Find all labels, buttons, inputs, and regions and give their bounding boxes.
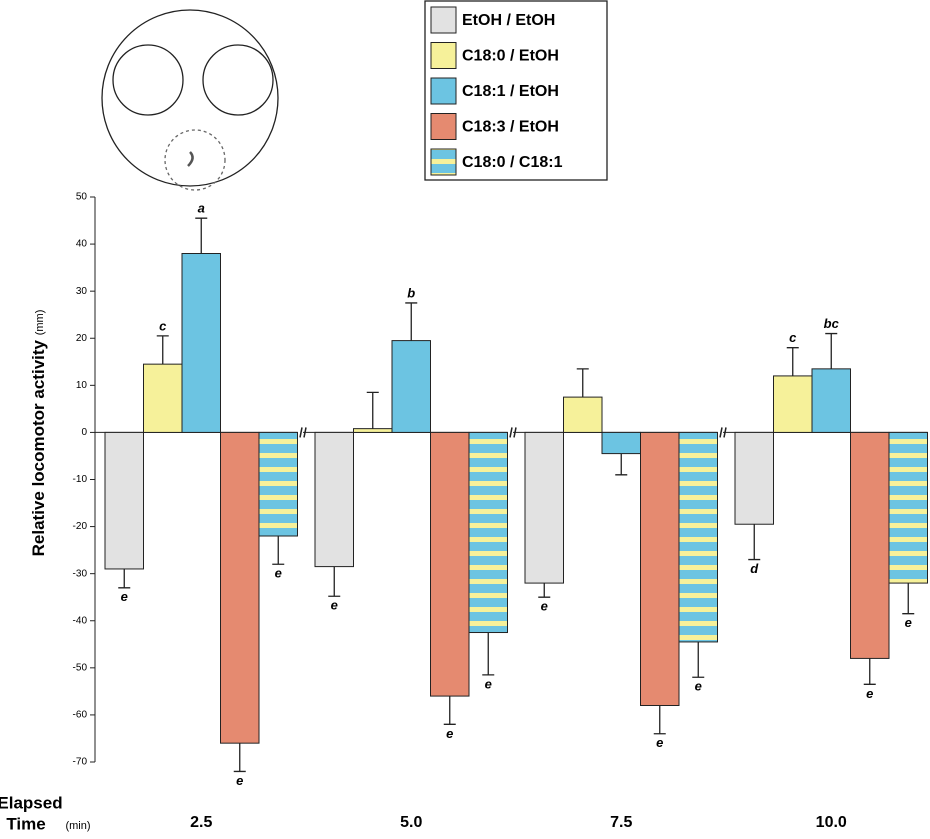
- legend-swatch: [430, 77, 457, 105]
- error-bar: [118, 568, 131, 589]
- arena-diagram: [101, 9, 279, 191]
- significance-label: e: [275, 566, 282, 581]
- bar: [850, 431, 890, 659]
- y-tick-label: -40: [73, 615, 88, 626]
- y-tick-label: 10: [76, 380, 88, 391]
- bar: [640, 431, 680, 706]
- significance-label: e: [331, 598, 338, 613]
- significance-label: bc: [824, 316, 840, 331]
- y-tick-label: -20: [73, 521, 88, 532]
- x-axis-label: Elapsed: [0, 793, 63, 812]
- legend-label: C18:0 / C18:1: [462, 154, 563, 171]
- bar: [430, 431, 470, 697]
- bar: [353, 428, 393, 433]
- error-bar: [902, 583, 915, 615]
- significance-label: e: [866, 686, 873, 701]
- axis-break: [513, 427, 517, 438]
- y-axis-unit: (mm): [34, 310, 46, 336]
- significance-label: e: [695, 679, 702, 694]
- error-bar: [195, 217, 208, 254]
- significance-label: e: [905, 615, 912, 630]
- bar: [468, 431, 508, 634]
- y-tick-label: -10: [73, 474, 88, 485]
- bar: [734, 431, 774, 525]
- legend-swatch: [430, 148, 457, 176]
- y-tick-label: -30: [73, 568, 88, 579]
- x-tick-label: 2.5: [190, 814, 212, 831]
- bar: [888, 431, 928, 584]
- bar: [104, 431, 144, 570]
- error-bar: [825, 332, 838, 369]
- x-tick-label: 7.5: [610, 814, 632, 831]
- bar: [258, 431, 298, 537]
- error-bar: [405, 302, 418, 341]
- bar: [601, 431, 641, 455]
- error-bar: [692, 641, 705, 678]
- x-tick-label: 10.0: [816, 814, 847, 831]
- significance-label: b: [407, 285, 415, 300]
- axis-break: [509, 427, 513, 438]
- y-axis-label: Relative locomotor activity: [29, 339, 48, 556]
- error-bar: [443, 696, 456, 725]
- bar: [773, 375, 813, 433]
- significance-label: e: [656, 735, 663, 750]
- error-bar: [328, 566, 341, 597]
- axis-break: [719, 427, 723, 438]
- y-tick-label: 40: [76, 239, 88, 250]
- bar: [524, 431, 564, 584]
- bar: [143, 363, 183, 433]
- error-bar: [272, 536, 285, 565]
- bar: [314, 431, 354, 568]
- legend-swatch: [430, 113, 457, 140]
- y-tick-label: 30: [76, 286, 88, 297]
- significance-label: e: [121, 589, 128, 604]
- bar: [811, 368, 851, 433]
- error-bar: [576, 368, 589, 398]
- x-axis-unit: (min): [65, 820, 90, 832]
- y-tick-label: 20: [76, 333, 88, 344]
- bar: [563, 396, 603, 433]
- bar: [220, 431, 260, 744]
- significance-label: e: [236, 773, 243, 788]
- x-axis-label: Time: [6, 814, 45, 833]
- axis-break: [299, 427, 303, 438]
- axis-break: [303, 427, 307, 438]
- bar: [181, 253, 221, 433]
- bar: [391, 340, 431, 433]
- y-tick-label: -60: [73, 710, 88, 721]
- error-bar: [233, 743, 246, 773]
- legend-swatch: [430, 6, 457, 34]
- y-tick-label: -70: [73, 757, 88, 768]
- y-tick-label: -50: [73, 662, 88, 673]
- error-bar: [482, 632, 495, 676]
- error-bar: [538, 583, 551, 598]
- x-tick-label: 5.0: [400, 814, 422, 831]
- significance-label: e: [485, 676, 492, 691]
- significance-label: a: [198, 201, 205, 216]
- error-bar: [653, 705, 666, 735]
- error-bar: [863, 658, 876, 685]
- legend-label: C18:1 / EtOH: [462, 83, 559, 100]
- axis-break: [723, 427, 727, 438]
- y-tick-label: 0: [81, 427, 87, 438]
- y-axis-title: Relative locomotor activity (mm): [29, 310, 48, 557]
- error-bar: [748, 524, 761, 561]
- significance-label: e: [541, 599, 548, 614]
- significance-label: e: [446, 726, 453, 741]
- legend-swatch: [430, 42, 457, 69]
- error-bar: [786, 347, 799, 376]
- bar: [678, 431, 718, 643]
- error-bar: [366, 391, 379, 429]
- significance-label: d: [750, 561, 759, 576]
- significance-label: c: [159, 318, 167, 333]
- y-tick-label: 50: [76, 192, 88, 203]
- error-bar: [615, 453, 628, 476]
- error-bar: [156, 335, 169, 365]
- legend-label: C18:3 / EtOH: [462, 119, 559, 136]
- legend-label: EtOH / EtOH: [462, 12, 555, 29]
- legend-label: C18:0 / EtOH: [462, 48, 559, 65]
- significance-label: c: [789, 330, 797, 345]
